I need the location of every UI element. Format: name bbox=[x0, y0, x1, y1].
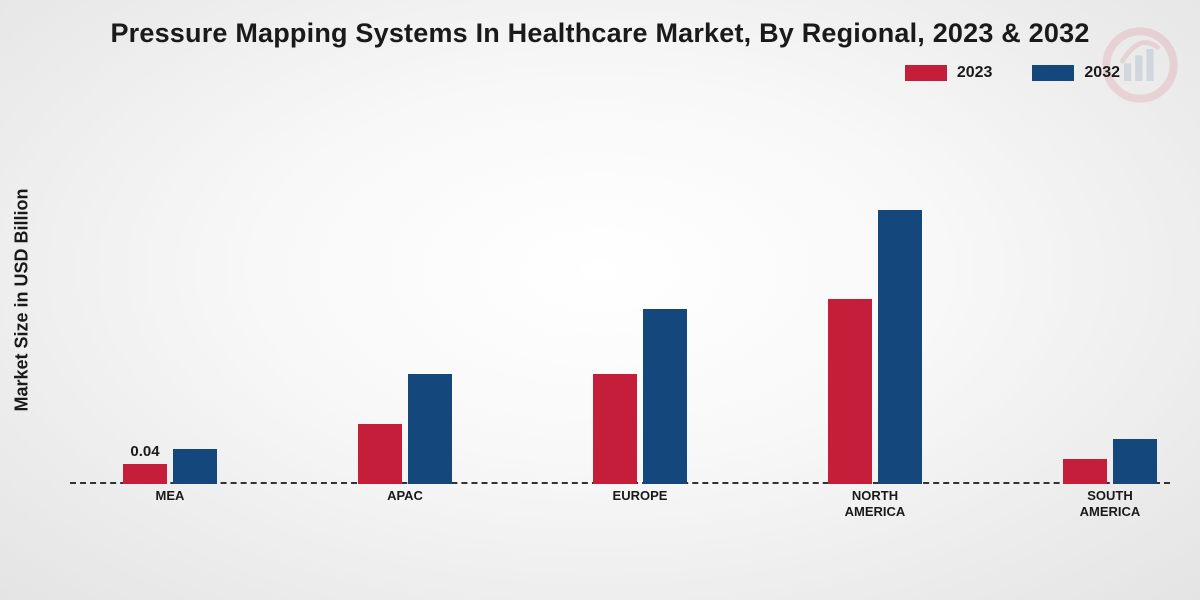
bar-sa-2032 bbox=[1113, 439, 1157, 484]
x-label-europe: EUROPE bbox=[560, 488, 720, 504]
bar-na-2032 bbox=[878, 210, 922, 484]
bar-label-mea-2023: 0.04 bbox=[130, 443, 159, 460]
bar-sa-2023 bbox=[1063, 459, 1107, 484]
bar-group-europe bbox=[560, 74, 720, 484]
bar-group-apac bbox=[325, 74, 485, 484]
bar-apac-2032 bbox=[408, 374, 452, 484]
y-axis-label: Market Size in USD Billion bbox=[12, 188, 33, 411]
bar-mea-2032 bbox=[173, 449, 217, 484]
bar-europe-2023 bbox=[593, 374, 637, 484]
bar-na-2023 bbox=[828, 299, 872, 484]
bar-group-north-america bbox=[795, 74, 955, 484]
bar-europe-2032 bbox=[643, 309, 687, 484]
x-label-apac: APAC bbox=[325, 488, 485, 504]
x-label-south-america: SOUTHAMERICA bbox=[1030, 488, 1190, 519]
bar-apac-2023 bbox=[358, 424, 402, 484]
bar-mea-2023 bbox=[123, 464, 167, 484]
chart-title: Pressure Mapping Systems In Healthcare M… bbox=[0, 18, 1200, 49]
bar-group-mea: 0.04 bbox=[90, 74, 250, 484]
x-label-mea: MEA bbox=[90, 488, 250, 504]
legend-label-2023: 2023 bbox=[957, 64, 993, 82]
x-label-north-america: NORTHAMERICA bbox=[795, 488, 955, 519]
plot-area: 0.04 MEA APAC EUROPE NORTHAMERICA SOUTHA… bbox=[70, 110, 1170, 520]
bar-group-south-america bbox=[1030, 74, 1190, 484]
